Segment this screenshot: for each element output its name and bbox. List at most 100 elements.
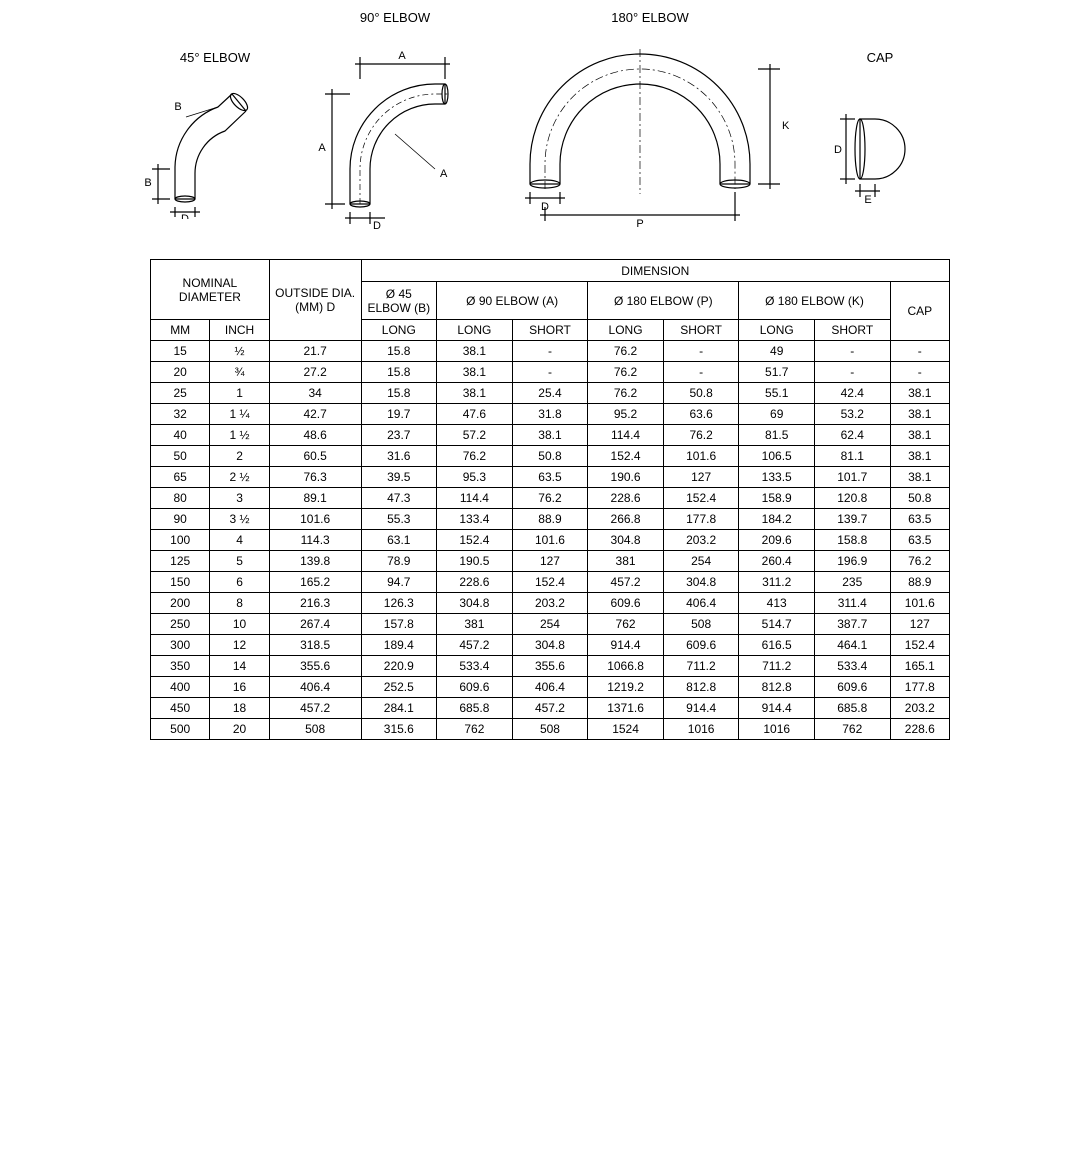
table-cell: 158.8	[814, 530, 890, 551]
table-cell: 101.6	[512, 530, 588, 551]
table-cell: 533.4	[437, 656, 513, 677]
table-cell: 76.2	[890, 551, 949, 572]
table-cell: 311.2	[739, 572, 815, 593]
table-cell: 152.4	[588, 446, 664, 467]
table-row: 80389.147.3114.476.2228.6152.4158.9120.8…	[151, 488, 950, 509]
table-cell: 3 ½	[210, 509, 269, 530]
table-cell: 15.8	[361, 362, 437, 383]
table-cell: 190.5	[437, 551, 513, 572]
table-cell: 38.1	[890, 425, 949, 446]
svg-text:A: A	[440, 168, 448, 180]
table-cell: 228.6	[890, 719, 949, 740]
svg-text:E: E	[864, 194, 871, 206]
diagram-180-elbow: 180° ELBOW D	[500, 10, 800, 229]
table-cell: 406.4	[663, 593, 739, 614]
table-cell: 3	[210, 488, 269, 509]
diagram-45-elbow: 45° ELBOW D B	[140, 50, 290, 219]
table-cell: 15.8	[361, 383, 437, 404]
diagram-cap-svg: D E	[820, 69, 940, 209]
table-cell: 311.4	[814, 593, 890, 614]
table-cell: 318.5	[269, 635, 361, 656]
table-cell: 5	[210, 551, 269, 572]
table-cell: 90	[151, 509, 210, 530]
diagram-row: 45° ELBOW D B	[30, 10, 1050, 229]
table-cell: 101.6	[663, 446, 739, 467]
table-cell: 157.8	[361, 614, 437, 635]
table-cell: 914.4	[588, 635, 664, 656]
table-cell: 76.2	[588, 341, 664, 362]
hdr-mm: MM	[151, 320, 210, 341]
table-cell: 76.3	[269, 467, 361, 488]
table-row: 903 ½101.655.3133.488.9266.8177.8184.213…	[151, 509, 950, 530]
table-cell: 209.6	[739, 530, 815, 551]
table-cell: 21.7	[269, 341, 361, 362]
table-cell: 139.8	[269, 551, 361, 572]
table-cell: 304.8	[588, 530, 664, 551]
table-cell: 812.8	[663, 677, 739, 698]
table-cell: 114.4	[588, 425, 664, 446]
table-cell: 139.7	[814, 509, 890, 530]
table-cell: 76.2	[588, 383, 664, 404]
table-cell: 15.8	[361, 341, 437, 362]
table-cell: 25.4	[512, 383, 588, 404]
table-row: 1506165.294.7228.6152.4457.2304.8311.223…	[151, 572, 950, 593]
table-cell: -	[890, 341, 949, 362]
hdr-long-4: LONG	[739, 320, 815, 341]
table-cell: 1219.2	[588, 677, 664, 698]
table-cell: 95.2	[588, 404, 664, 425]
table-row: 2008216.3126.3304.8203.2609.6406.4413311…	[151, 593, 950, 614]
table-cell: 94.7	[361, 572, 437, 593]
table-cell: 304.8	[663, 572, 739, 593]
hdr-short-3: SHORT	[814, 320, 890, 341]
table-cell: 609.6	[588, 593, 664, 614]
table-cell: 216.3	[269, 593, 361, 614]
table-cell: -	[814, 362, 890, 383]
svg-text:D: D	[181, 213, 189, 219]
table-cell: 2	[210, 446, 269, 467]
table-cell: 457.2	[437, 635, 513, 656]
table-row: 2513415.838.125.476.250.855.142.438.1	[151, 383, 950, 404]
table-cell: 50.8	[512, 446, 588, 467]
diagram-180-svg: D P K	[500, 29, 800, 229]
svg-text:A: A	[318, 142, 326, 154]
table-cell: 2 ½	[210, 467, 269, 488]
table-cell: 38.1	[890, 467, 949, 488]
table-cell: 16	[210, 677, 269, 698]
table-cell: 300	[151, 635, 210, 656]
table-cell: 63.5	[890, 509, 949, 530]
table-cell: 381	[588, 551, 664, 572]
table-cell: 12	[210, 635, 269, 656]
table-cell: 38.1	[890, 383, 949, 404]
table-row: 50020508315.6762508152410161016762228.6	[151, 719, 950, 740]
table-cell: 400	[151, 677, 210, 698]
table-cell: 762	[437, 719, 513, 740]
table-cell: 152.4	[437, 530, 513, 551]
table-cell: 304.8	[512, 635, 588, 656]
table-cell: 38.1	[437, 362, 513, 383]
table-cell: 1 ½	[210, 425, 269, 446]
table-cell: -	[512, 341, 588, 362]
hdr-long-3: LONG	[588, 320, 664, 341]
table-row: 321 ¼42.719.747.631.895.263.66953.238.1	[151, 404, 950, 425]
table-cell: 80	[151, 488, 210, 509]
table-cell: 8	[210, 593, 269, 614]
table-cell: 38.1	[890, 404, 949, 425]
table-cell: 616.5	[739, 635, 815, 656]
diagram-45-svg: D B B	[140, 69, 290, 219]
table-cell: 284.1	[361, 698, 437, 719]
table-cell: 508	[512, 719, 588, 740]
table-cell: 38.1	[512, 425, 588, 446]
table-cell: 812.8	[739, 677, 815, 698]
hdr-inch: INCH	[210, 320, 269, 341]
svg-text:B: B	[144, 177, 151, 189]
table-cell: 101.6	[890, 593, 949, 614]
table-cell: 1524	[588, 719, 664, 740]
table-cell: 20	[151, 362, 210, 383]
table-cell: 1371.6	[588, 698, 664, 719]
hdr-long-1: LONG	[361, 320, 437, 341]
table-cell: 914.4	[739, 698, 815, 719]
hdr-short-1: SHORT	[512, 320, 588, 341]
table-cell: 228.6	[437, 572, 513, 593]
table-cell: 203.2	[663, 530, 739, 551]
diagram-90-title: 90° ELBOW	[310, 10, 480, 25]
